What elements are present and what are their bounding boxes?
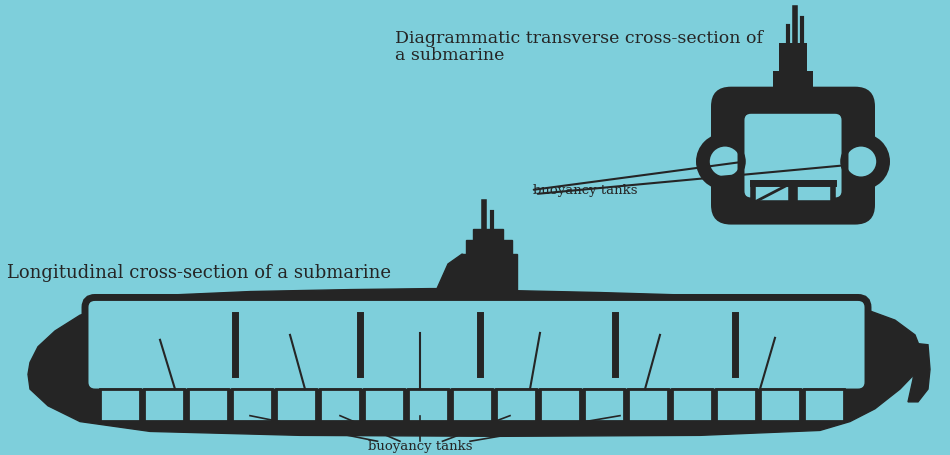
Bar: [773, 71, 813, 91]
Circle shape: [832, 133, 890, 190]
Text: buoyancy tanks: buoyancy tanks: [533, 184, 637, 197]
Bar: [760, 389, 800, 420]
Text: buoyancy tanks: buoyancy tanks: [368, 440, 472, 453]
Polygon shape: [437, 254, 472, 288]
Polygon shape: [908, 343, 930, 402]
Text: Longitudinal cross-section of a submarine: Longitudinal cross-section of a submarin…: [7, 264, 391, 282]
Bar: [188, 389, 228, 420]
FancyBboxPatch shape: [85, 298, 868, 392]
Bar: [100, 389, 140, 420]
Bar: [473, 229, 503, 243]
FancyBboxPatch shape: [741, 110, 845, 201]
Bar: [320, 389, 360, 420]
Bar: [779, 43, 807, 73]
Bar: [462, 254, 517, 291]
Circle shape: [707, 144, 743, 179]
Bar: [408, 389, 448, 420]
Bar: [716, 389, 756, 420]
Bar: [540, 389, 580, 420]
Bar: [364, 389, 404, 420]
Bar: [276, 389, 316, 420]
Bar: [765, 89, 821, 106]
Bar: [584, 389, 624, 420]
Bar: [753, 183, 791, 203]
Bar: [804, 389, 844, 420]
Circle shape: [696, 133, 754, 190]
Bar: [496, 389, 536, 420]
Bar: [452, 389, 492, 420]
Text: a submarine: a submarine: [395, 47, 504, 64]
Bar: [466, 240, 512, 256]
Circle shape: [843, 144, 879, 179]
Polygon shape: [28, 288, 922, 436]
Bar: [795, 183, 833, 203]
Bar: [144, 389, 184, 420]
Text: Diagrammatic transverse cross-section of: Diagrammatic transverse cross-section of: [395, 30, 763, 46]
Bar: [672, 389, 712, 420]
FancyBboxPatch shape: [711, 86, 875, 225]
Bar: [232, 389, 272, 420]
Bar: [628, 389, 668, 420]
